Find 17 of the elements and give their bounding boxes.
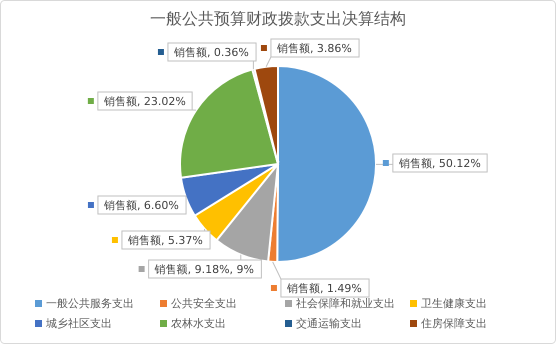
- data-label: 销售额, 6.60%: [102, 199, 179, 212]
- legend-label: 卫生健康支出: [421, 297, 487, 310]
- data-label: 销售额, 1.49%: [286, 282, 362, 295]
- legend-label: 公共安全支出: [171, 297, 237, 310]
- legend-label: 城乡社区支出: [45, 317, 112, 330]
- legend-label: 交通运输支出: [296, 317, 362, 330]
- data-label: 销售额, 5.37%: [126, 234, 203, 247]
- legend-label: 社会保障和就业支出: [296, 297, 395, 310]
- chart-title: 一般公共预算财政拨款支出决算结构: [150, 9, 406, 28]
- data-label: 销售额, 9.18%, 9%: [154, 263, 254, 276]
- legend-label: 住房保障支出: [421, 317, 487, 330]
- data-label: 销售额, 23.02%: [102, 95, 186, 108]
- data-label: 销售额, 3.86%: [276, 42, 352, 55]
- legend-label: 一般公共服务支出: [46, 297, 134, 310]
- data-label: 销售额, 0.36%: [172, 46, 249, 59]
- data-label: 销售额, 50.12%: [398, 157, 481, 170]
- legend-label: 农林水支出: [171, 317, 226, 330]
